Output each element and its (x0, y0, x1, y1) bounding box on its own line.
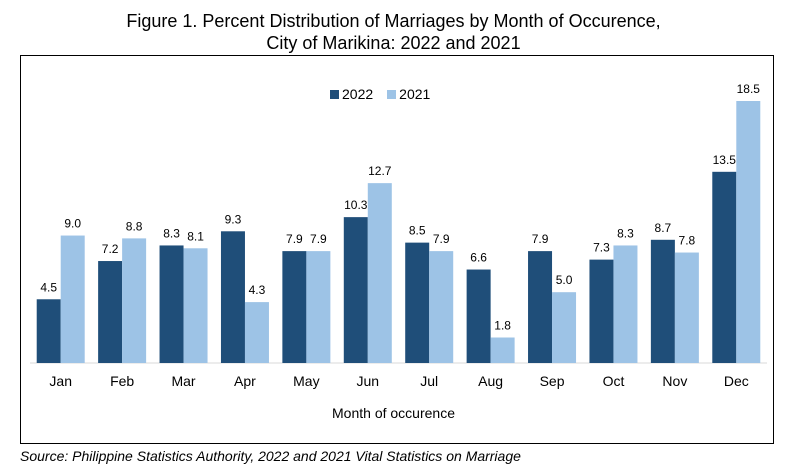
data-label-2021-sep: 5.0 (556, 273, 573, 287)
bar-2021-jan (60, 235, 85, 363)
bar-2022-feb (98, 261, 123, 363)
bar-2021-may (306, 251, 331, 363)
data-label-2022-apr: 9.3 (225, 212, 242, 226)
x-tick-label-sep: Sep (540, 373, 565, 389)
legend-label-2021: 2021 (399, 86, 431, 102)
data-label-2022-jan: 4.5 (40, 280, 57, 294)
x-tick-label-may: May (293, 373, 319, 389)
data-label-2022-sep: 7.9 (532, 232, 549, 246)
legend: 2022 2021 (330, 86, 430, 102)
bar-2021-feb (122, 238, 147, 363)
data-label-2022-jun: 10.3 (344, 198, 368, 212)
x-tick-label-feb: Feb (110, 373, 134, 389)
chart-title-line1: Figure 1. Percent Distribution of Marria… (126, 11, 661, 31)
x-axis-label: Month of occurence (332, 405, 455, 421)
chart-title: Figure 1. Percent Distribution of Marria… (0, 10, 787, 54)
data-label-2021-jun: 12.7 (368, 164, 392, 178)
legend-item-2021: 2021 (387, 86, 430, 102)
data-label-2022-oct: 7.3 (593, 241, 610, 255)
legend-label-2022: 2022 (342, 86, 374, 102)
data-label-2021-may: 7.9 (310, 232, 327, 246)
bar-2021-apr (244, 302, 269, 363)
bar-2021-nov (674, 252, 699, 363)
legend-swatch-2022 (330, 89, 339, 99)
bar-2021-aug (490, 337, 515, 363)
data-label-2021-dec: 18.5 (737, 82, 761, 96)
bar-2022-jul (405, 242, 430, 363)
bar-2022-aug (466, 269, 491, 363)
chart-title-line2: City of Marikina: 2022 and 2021 (266, 33, 521, 53)
data-label-2022-feb: 7.2 (102, 242, 119, 256)
bar-2021-oct (613, 245, 638, 363)
data-label-2021-apr: 4.3 (249, 283, 266, 297)
bar-2022-dec (712, 171, 737, 363)
x-tick-label-dec: Dec (724, 373, 749, 389)
data-label-2022-may: 7.9 (286, 232, 303, 246)
data-label-2021-oct: 8.3 (617, 226, 634, 240)
bar-2021-jul (429, 251, 454, 363)
data-label-2021-aug: 1.8 (494, 319, 511, 333)
x-tick-label-jan: Jan (49, 373, 72, 389)
data-label-2021-feb: 8.8 (126, 219, 143, 233)
bar-2022-apr (220, 231, 245, 363)
x-tick-label-aug: Aug (478, 373, 503, 389)
data-label-2021-jul: 7.9 (433, 232, 450, 246)
data-label-2022-mar: 8.3 (163, 226, 180, 240)
bar-2021-mar (183, 248, 208, 363)
data-label-2022-jul: 8.5 (409, 224, 426, 238)
bar-2022-may (282, 251, 307, 363)
x-tick-label-nov: Nov (662, 373, 687, 389)
x-tick-label-apr: Apr (234, 373, 256, 389)
chart-frame (20, 55, 774, 444)
x-tick-label-mar: Mar (171, 373, 195, 389)
legend-item-2022: 2022 (330, 86, 373, 102)
data-label-2022-aug: 6.6 (470, 251, 487, 265)
legend-swatch-2021 (387, 89, 397, 99)
bar-2022-sep (528, 251, 553, 363)
bar-2021-jun (367, 183, 392, 363)
bar-2022-mar (159, 245, 184, 363)
data-label-2021-nov: 7.8 (679, 234, 696, 248)
x-tick-label-jun: Jun (357, 373, 380, 389)
bar-2021-dec (736, 101, 761, 363)
x-tick-label-oct: Oct (603, 373, 625, 389)
data-label-2022-nov: 8.7 (655, 221, 672, 235)
source-note: Source: Philippine Statistics Authority,… (20, 448, 521, 464)
data-label-2021-mar: 8.1 (187, 229, 204, 243)
x-tick-label-jul: Jul (420, 373, 438, 389)
bar-2022-jun (343, 217, 368, 363)
data-label-2021-jan: 9.0 (64, 217, 81, 231)
bar-2022-jan (36, 299, 61, 363)
data-label-2022-dec: 13.5 (713, 153, 737, 167)
bar-2022-nov (650, 239, 675, 363)
bar-2021-sep (552, 292, 577, 363)
bar-2022-oct (589, 259, 614, 363)
